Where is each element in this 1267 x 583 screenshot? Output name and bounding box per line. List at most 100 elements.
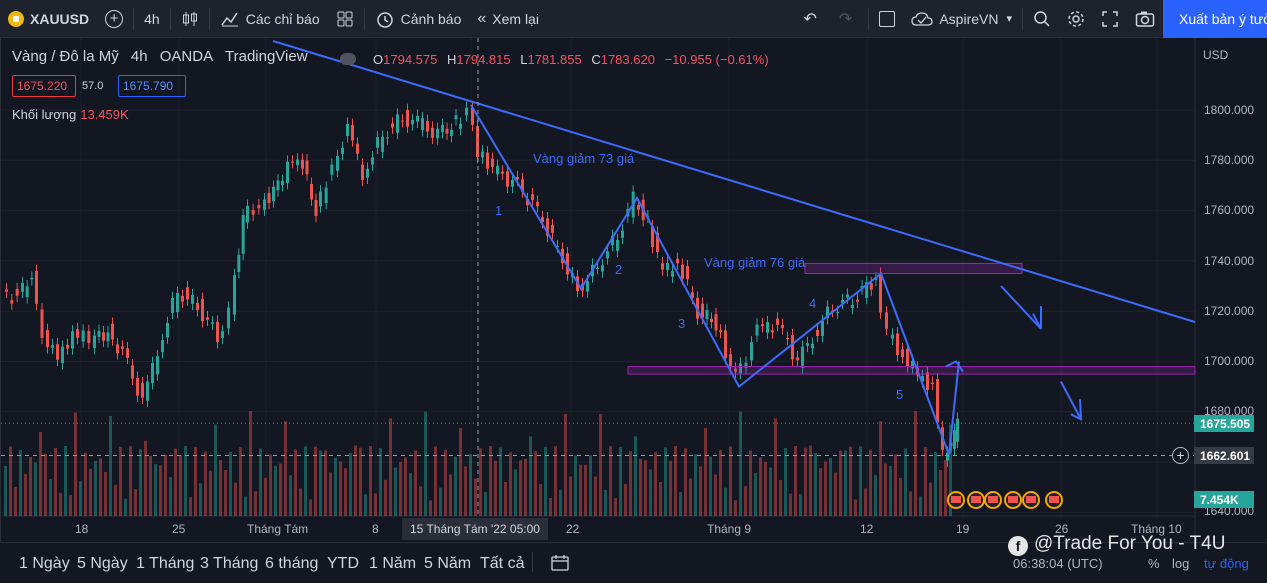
volume-bar <box>174 448 177 516</box>
chart-type-button[interactable] <box>173 0 207 38</box>
candle-body <box>865 282 869 298</box>
range-5d-button[interactable]: 5 Ngày <box>77 555 128 572</box>
candle-body <box>246 205 249 223</box>
currency-label[interactable]: USD <box>1203 48 1229 62</box>
volume-bar <box>919 496 922 516</box>
volume-bar <box>404 457 407 516</box>
candle-body <box>656 232 659 252</box>
candle-body <box>791 335 794 360</box>
candle-body <box>141 383 144 398</box>
volume-bar <box>909 491 912 516</box>
range-all-button[interactable]: Tất cả <box>480 555 525 572</box>
candle-body <box>671 271 674 277</box>
candle-body <box>186 287 189 300</box>
candle-body <box>121 346 124 349</box>
trend-line <box>272 40 1196 323</box>
undo-button[interactable]: ↶ <box>796 0 831 38</box>
compare-symbol-button[interactable]: + <box>97 0 131 38</box>
add-alert-plus-button[interactable]: + <box>1172 447 1189 464</box>
volume-bar <box>494 460 497 516</box>
candle-body <box>710 318 713 323</box>
chevron-down-icon: ▾ <box>1006 13 1012 25</box>
wave-label-5[interactable]: 5 <box>896 387 904 402</box>
go-to-date-button[interactable] <box>550 554 570 577</box>
price-tick: 1760.000 <box>1204 203 1255 217</box>
time-tick: 19 <box>956 522 970 536</box>
volume-bar <box>194 447 197 516</box>
templates-button[interactable] <box>328 0 362 38</box>
candle-body <box>511 179 514 187</box>
wave-label-4[interactable]: 4 <box>809 296 817 311</box>
volume-bar <box>774 418 777 516</box>
candle-body <box>705 310 709 319</box>
wave-arrowhead <box>945 360 964 373</box>
legend-collapse-button[interactable] <box>340 53 356 65</box>
wave-path <box>470 104 960 455</box>
publish-idea-button[interactable]: Xuất bản ý tưởng <box>1163 0 1267 38</box>
close-key: C <box>591 52 601 67</box>
volume-bar <box>594 476 597 516</box>
interval-button[interactable]: 4h <box>144 10 160 27</box>
volume-bar <box>144 440 147 516</box>
volume-bar <box>414 450 417 516</box>
candle-body <box>401 120 404 122</box>
range-1d-button[interactable]: 1 Ngày <box>19 555 70 572</box>
candle-body <box>450 129 453 137</box>
wave-label-3[interactable]: 3 <box>678 316 686 331</box>
candle-body <box>826 306 829 319</box>
volume-bar <box>664 447 667 516</box>
layout-button[interactable] <box>871 0 903 38</box>
buy-price-button[interactable]: 1675.790 <box>118 75 186 97</box>
settings-button[interactable] <box>1059 0 1093 38</box>
volume-bar <box>164 454 167 516</box>
utc-clock[interactable]: 06:38:04 (UTC) <box>1013 556 1103 571</box>
range-5y-button[interactable]: 5 Năm <box>424 555 472 572</box>
candle-body <box>911 360 914 369</box>
low-value: 1781.855 <box>527 52 582 67</box>
volume-bar <box>649 469 652 516</box>
volume-bar <box>134 489 137 516</box>
log-toggle[interactable]: log <box>1172 556 1190 571</box>
annotation-drop-76[interactable]: Vàng giảm 76 giá <box>704 255 806 270</box>
volume-bar <box>654 452 657 516</box>
candle-body <box>546 218 549 236</box>
volume-bar <box>739 411 742 516</box>
wave-label-2[interactable]: 2 <box>615 262 623 277</box>
candle-body <box>276 180 280 191</box>
volume-bar <box>74 412 77 516</box>
range-1m-button[interactable]: 1 Tháng <box>136 555 195 572</box>
range-1y-button[interactable]: 1 Năm <box>369 555 417 572</box>
snapshot-button[interactable] <box>1127 0 1163 38</box>
annotation-drop-73[interactable]: Vàng giảm 73 giá <box>533 151 635 166</box>
chart-pane[interactable] <box>0 38 1267 542</box>
redo-button[interactable]: ↷ <box>831 0 866 38</box>
volume-bar <box>584 464 587 516</box>
range-ytd-button[interactable]: YTD <box>327 555 359 572</box>
replay-button[interactable]: « Xem lại <box>469 0 547 38</box>
symbol-search-button[interactable]: XAUUSD <box>0 0 97 38</box>
range-3m-button[interactable]: 3 Tháng <box>200 555 259 572</box>
auto-scale-toggle[interactable]: tự động <box>1204 556 1249 571</box>
price-chart[interactable] <box>1 38 1267 542</box>
undo-icon: ↶ <box>803 10 817 28</box>
sell-price-button[interactable]: 1675.220 <box>12 75 76 97</box>
fullscreen-button[interactable] <box>1093 0 1127 38</box>
watermark-brand: f @Trade For You - T4U <box>1008 533 1225 556</box>
change-value: −10.955 (−0.61%) <box>664 52 769 67</box>
candle-body <box>396 114 399 133</box>
account-button[interactable]: AspireVN ▾ <box>903 0 1020 38</box>
candle-body <box>516 176 519 180</box>
volume-bar <box>359 447 362 516</box>
candle-body <box>551 225 554 233</box>
range-6m-button[interactable]: 6 tháng <box>265 555 319 572</box>
alerts-button[interactable]: Cảnh báo <box>367 0 470 38</box>
candle-body <box>201 298 204 322</box>
search-button[interactable] <box>1025 0 1059 38</box>
volume-bar <box>394 467 397 516</box>
volume-bar <box>694 454 697 516</box>
wave-label-1[interactable]: 1 <box>495 203 503 218</box>
volume-bar <box>929 482 932 516</box>
fullscreen-icon <box>1102 10 1118 27</box>
percent-toggle[interactable]: % <box>1148 556 1160 571</box>
indicators-button[interactable]: Các chỉ báo <box>212 0 328 38</box>
